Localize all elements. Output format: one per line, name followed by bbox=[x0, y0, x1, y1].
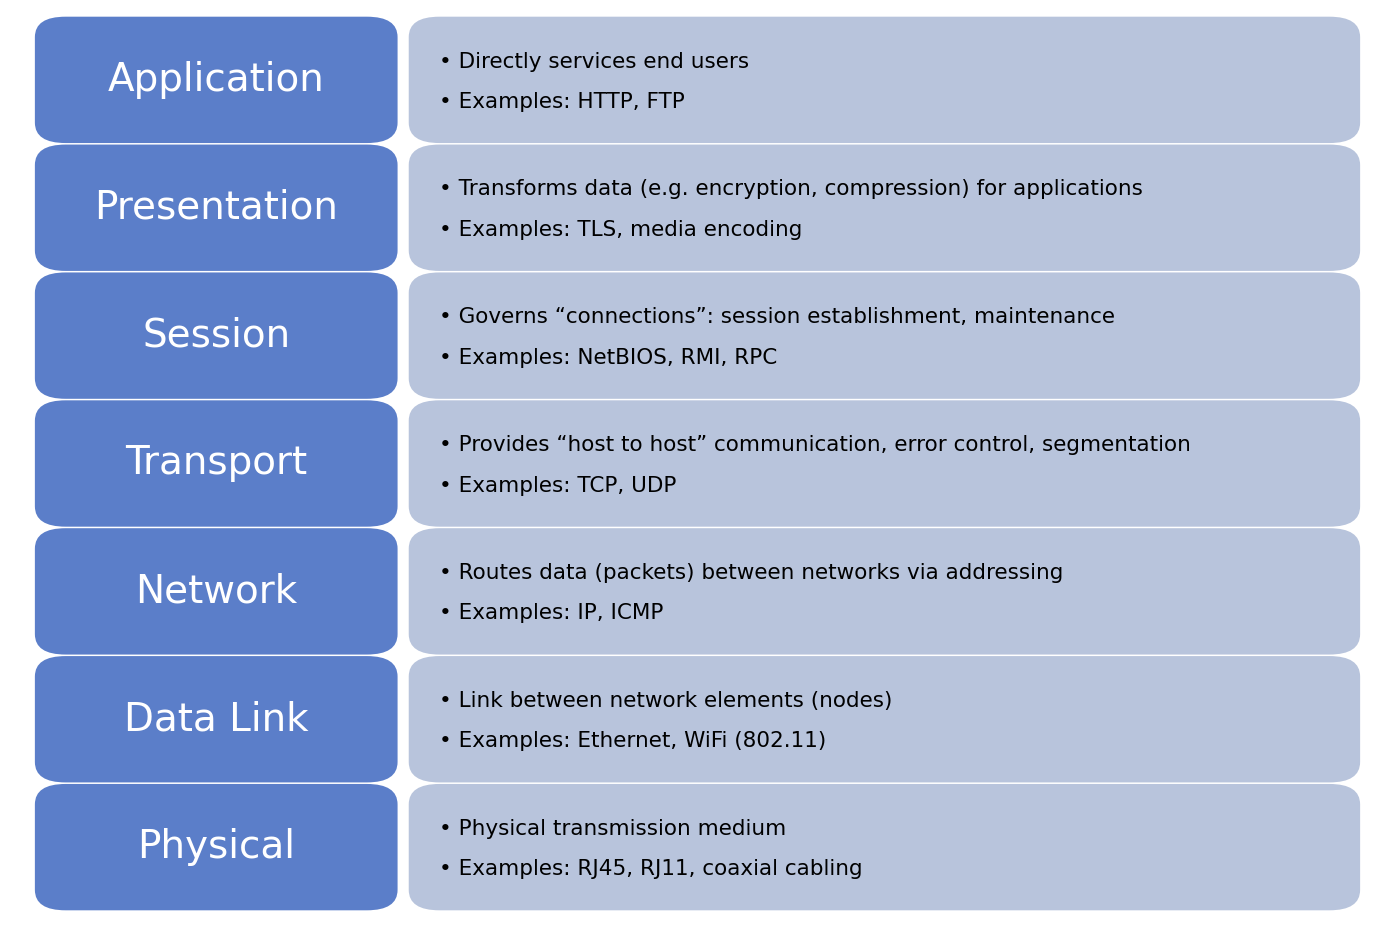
FancyBboxPatch shape bbox=[409, 145, 1360, 271]
Text: • Routes data (packets) between networks via addressing: • Routes data (packets) between networks… bbox=[439, 563, 1064, 583]
Text: Application: Application bbox=[107, 61, 325, 99]
Text: Transport: Transport bbox=[126, 445, 307, 482]
Text: Presentation: Presentation bbox=[95, 189, 338, 227]
Text: • Governs “connections”: session establishment, maintenance: • Governs “connections”: session establi… bbox=[439, 307, 1116, 327]
Text: • Examples: Ethernet, WiFi (802.11): • Examples: Ethernet, WiFi (802.11) bbox=[439, 731, 827, 752]
Text: • Examples: TCP, UDP: • Examples: TCP, UDP bbox=[439, 476, 677, 496]
Text: • Physical transmission medium: • Physical transmission medium bbox=[439, 819, 787, 839]
FancyBboxPatch shape bbox=[35, 784, 398, 910]
FancyBboxPatch shape bbox=[35, 400, 398, 527]
FancyBboxPatch shape bbox=[35, 145, 398, 271]
Text: • Examples: RJ45, RJ11, coaxial cabling: • Examples: RJ45, RJ11, coaxial cabling bbox=[439, 859, 864, 879]
Text: Session: Session bbox=[142, 317, 290, 355]
FancyBboxPatch shape bbox=[35, 528, 398, 654]
FancyBboxPatch shape bbox=[409, 400, 1360, 527]
Text: • Examples: IP, ICMP: • Examples: IP, ICMP bbox=[439, 603, 664, 624]
Text: • Link between network elements (nodes): • Link between network elements (nodes) bbox=[439, 691, 893, 711]
Text: Data Link: Data Link bbox=[124, 700, 308, 738]
Text: • Directly services end users: • Directly services end users bbox=[439, 52, 749, 71]
FancyBboxPatch shape bbox=[409, 784, 1360, 910]
FancyBboxPatch shape bbox=[35, 17, 398, 143]
FancyBboxPatch shape bbox=[409, 656, 1360, 782]
FancyBboxPatch shape bbox=[35, 273, 398, 399]
FancyBboxPatch shape bbox=[409, 17, 1360, 143]
FancyBboxPatch shape bbox=[35, 656, 398, 782]
Text: • Transforms data (e.g. encryption, compression) for applications: • Transforms data (e.g. encryption, comp… bbox=[439, 180, 1144, 199]
Text: • Examples: HTTP, FTP: • Examples: HTTP, FTP bbox=[439, 92, 685, 112]
FancyBboxPatch shape bbox=[409, 528, 1360, 654]
Text: Physical: Physical bbox=[137, 828, 296, 866]
FancyBboxPatch shape bbox=[409, 273, 1360, 399]
Text: • Examples: TLS, media encoding: • Examples: TLS, media encoding bbox=[439, 220, 802, 240]
Text: Network: Network bbox=[135, 572, 297, 610]
Text: • Provides “host to host” communication, error control, segmentation: • Provides “host to host” communication,… bbox=[439, 435, 1191, 455]
Text: • Examples: NetBIOS, RMI, RPC: • Examples: NetBIOS, RMI, RPC bbox=[439, 348, 777, 368]
